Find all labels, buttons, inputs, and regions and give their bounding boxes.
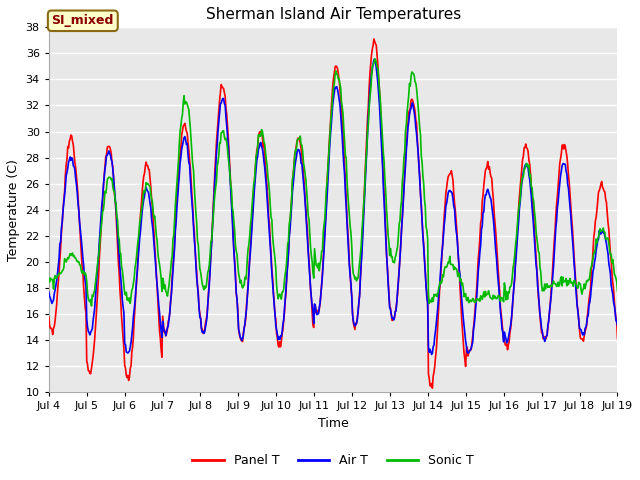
- Legend: Panel T, Air T, Sonic T: Panel T, Air T, Sonic T: [188, 449, 479, 472]
- Text: SI_mixed: SI_mixed: [52, 14, 114, 27]
- X-axis label: Time: Time: [318, 417, 349, 430]
- Y-axis label: Temperature (C): Temperature (C): [7, 159, 20, 261]
- Title: Sherman Island Air Temperatures: Sherman Island Air Temperatures: [205, 7, 461, 22]
